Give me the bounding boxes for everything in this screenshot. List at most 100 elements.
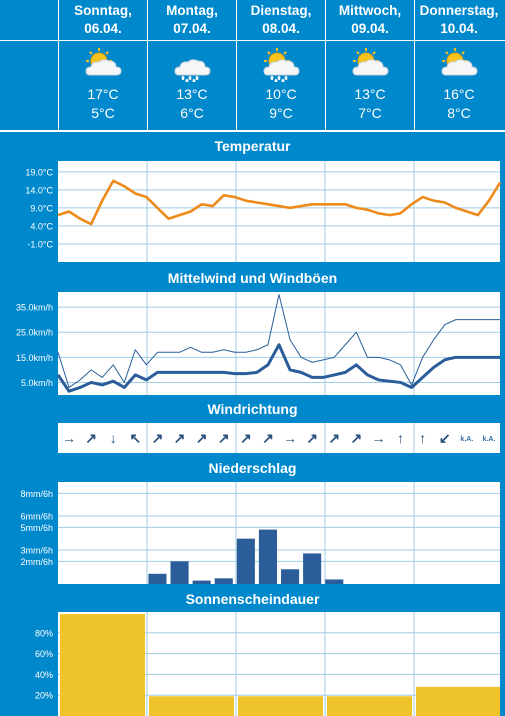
precip-title: Niederschlag [208,460,297,476]
precip-bar [258,529,277,584]
sunshine-bar [327,696,412,716]
wind-y-tick-label: 5.0km/h [21,378,53,388]
wind-y-tick-label: 35.0km/h [16,303,53,313]
wind-direction-arrow-icon: → [62,430,76,446]
day-date: 10.04. [440,21,478,36]
precip-y-tick-label: 8mm/6h [20,489,53,499]
max-temperature: 13°C [354,86,386,102]
precip-bar [214,578,233,584]
sunshine-y-tick-label: 20% [35,691,53,701]
day-date: 06.04. [84,21,122,36]
wind-title: Mittelwind und Windböen [167,270,338,286]
sunshine-bar [149,696,234,716]
rain-cloud-icon [174,59,211,82]
day-column: Mittwoch, 09.04. 13°C 7°C [326,0,414,130]
precip-title-bar [0,453,505,482]
day-column: Dienstag, 08.04. 10°C 9°C [237,0,325,130]
wind-y-tick-label: 15.0km/h [16,353,53,363]
day-column: Donnerstag, 10.04. 16°C 8°C [415,0,503,130]
temperature-y-tick-label: -1.0°C [27,239,53,249]
day-column: Montag, 07.04. 13°C 6°C [148,0,236,130]
sunshine-y-tick-label: 80% [35,628,53,638]
sunshine-bar [238,696,323,716]
sunshine-title: Sonnenscheindauer [185,591,320,607]
precip-y-tick-label: 6mm/6h [20,512,53,522]
precip-y-tick-label: 2mm/6h [20,557,53,567]
sunshine-bar [60,614,145,716]
temperature-y-tick-label: 14.0°C [25,185,53,195]
precip-axis-strip [0,482,58,584]
sun-cloud-icon [352,48,389,76]
temperature-title: Temperatur [214,138,291,154]
wind-direction-arrow-icon: ↗ [350,430,362,446]
min-temperature: 9°C [269,105,293,121]
wind-direction-arrow-icon: ↗ [174,430,186,446]
wind-gust-line [57,294,500,388]
wind-direction-arrow-icon: ↙ [439,430,451,446]
sun-cloud-icon [85,48,122,76]
day-name: Sonntag, [74,3,132,18]
direction-title: Windrichtung [207,401,298,417]
min-temperature: 7°C [358,105,382,121]
wind-direction-arrow-icon: ↗ [328,430,340,446]
wind-direction-arrow-icon: ↖ [129,430,141,446]
sunshine-bar [416,686,500,716]
wind-direction-arrow-icon: ↗ [240,430,252,446]
precip-y-tick-label: 5mm/6h [20,523,53,533]
day-separator [325,0,326,130]
wind-direction-arrow-icon: ↗ [196,430,208,446]
sunshine-y-tick-label: 40% [35,670,53,680]
sunshine-axis-strip [0,612,58,716]
wind-direction-arrow-icon: → [371,430,385,446]
wind-direction-arrow-icon: ↗ [306,430,318,446]
day-header: Sonntag, 06.04. 17°C 5°C Montag, 07.04. 13°C 6°… [0,0,505,130]
right-border [500,161,505,716]
direction-axis-strip [0,423,58,453]
wind-direction-arrow-icon: ↓ [110,430,117,446]
temperature-axis-strip [0,161,58,262]
wind-title-bar [0,262,505,292]
wind-direction-arrow-icon: ↗ [152,430,164,446]
min-temperature: 8°C [447,105,471,121]
max-temperature: 13°C [176,86,208,102]
precip-y-tick-label: 3mm/6h [20,546,53,556]
min-temperature: 5°C [91,105,115,121]
max-temperature: 17°C [87,86,119,102]
day-name: Dienstag, [250,3,312,18]
day-separator [147,0,148,130]
wind-axis-strip [0,292,58,395]
day-separator [58,0,59,130]
wind-mean-line [56,343,500,393]
day-date: 07.04. [173,21,211,36]
day-header-divider [0,40,505,41]
precip-bar [281,569,300,584]
precip-bar [170,561,189,584]
direction-title-bar [0,395,505,423]
min-temperature: 6°C [180,105,204,121]
day-name: Donnerstag, [419,3,499,18]
sunshine-y-tick-label: 60% [35,649,53,659]
temperature-y-tick-label: 4.0°C [30,221,53,231]
sunshine-title-bar [0,584,505,612]
day-name: Mittwoch, [338,3,402,18]
wind-direction-arrow-icon: ↗ [262,430,274,446]
wind-direction-arrow-icon: → [283,430,297,446]
day-column: Sonntag, 06.04. 17°C 5°C [59,0,147,130]
no-data-label: k.A. [460,436,473,443]
precip-bar [236,538,255,584]
precip-bar [303,553,322,584]
day-name: Montag, [166,3,218,18]
temperature-y-tick-label: 19.0°C [25,167,53,177]
max-temperature: 16°C [443,86,475,102]
max-temperature: 10°C [265,86,297,102]
day-separator [414,0,415,130]
sun-rain-cloud-icon [263,48,300,82]
sun-cloud-icon [441,48,478,76]
precip-bar [192,580,211,584]
temperature-title-bar [0,132,505,161]
wind-direction-arrow-icon: ↗ [85,430,97,446]
wind-y-tick-label: 25.0km/h [16,328,53,338]
temperature-y-tick-label: 9.0°C [30,203,53,213]
temperature-line [57,179,502,226]
day-date: 09.04. [351,21,389,36]
